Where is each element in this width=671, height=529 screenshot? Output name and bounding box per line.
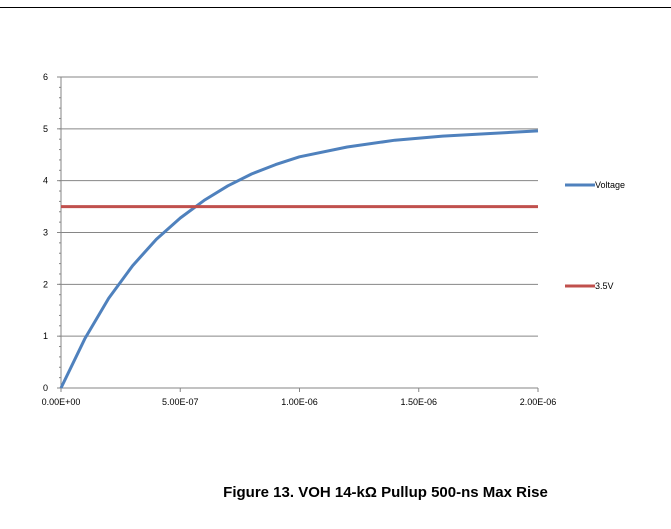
x-tick-label: 0.00E+00 (42, 397, 81, 407)
y-tick-label: 6 (43, 72, 48, 82)
top-rule (0, 7, 671, 8)
y-tick-label: 4 (43, 176, 48, 186)
series-line-voltage (59, 129, 539, 389)
x-tick-label: 5.00E-07 (162, 397, 199, 407)
y-tick-label: 5 (43, 124, 48, 134)
x-tick-label: 1.00E-06 (281, 397, 318, 407)
x-tick-label: 2.00E-06 (520, 397, 557, 407)
legend-label-threshold: 3.5V (595, 281, 614, 291)
figure-caption: Figure 13. VOH 14-kΩ Pullup 500-ns Max R… (223, 484, 548, 501)
x-tick-label: 1.50E-06 (400, 397, 437, 407)
rise-time-chart: 0 1 2 3 4 5 6 0.00E+00 5.00E-07 1.00E-06 1.50E-06 2… (42, 72, 625, 407)
y-tick-label: 1 (43, 331, 48, 341)
y-tick-label: 3 (43, 228, 48, 238)
legend-label-voltage: Voltage (595, 180, 625, 190)
y-tick-label: 0 (43, 383, 48, 393)
y-tick-label: 2 (43, 279, 48, 289)
